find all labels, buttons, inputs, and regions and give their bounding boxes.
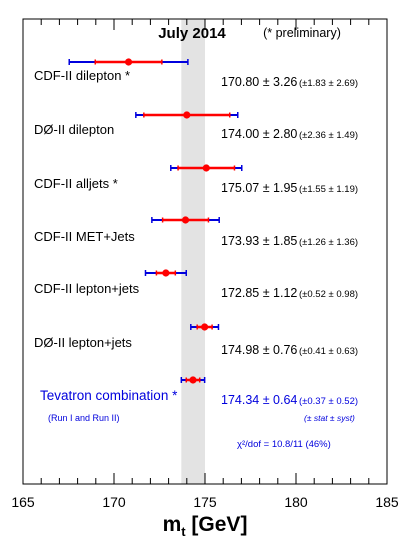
measurement-breakdown: (±1.83 ± 2.69) [299, 78, 358, 89]
x-tick-label: 175 [193, 494, 217, 510]
measurement-label: Tevatron combination * [40, 388, 178, 403]
x-axis-label: mt [GeV] [163, 513, 248, 539]
x-tick-label: 185 [375, 494, 399, 510]
measurement-value: 172.85 ± 1.12 [221, 286, 297, 300]
measurement-breakdown: (±0.37 ± 0.52) [299, 396, 358, 407]
measurement-label: DØ-II dilepton [34, 122, 114, 137]
x-tick-label: 180 [284, 494, 308, 510]
central-value-point [124, 58, 133, 66]
measurement-row: CDF-II alljets * 175.07 ± 1.95 (±1.55 ± 1.… [34, 164, 358, 195]
chart-title: July 2014 [158, 25, 226, 42]
measurement-label: CDF-II lepton+jets [34, 281, 140, 296]
central-value-point [181, 216, 190, 224]
measurement-label: DØ-II lepton+jets [34, 335, 132, 350]
x-axis-tick-labels: 165 170 175 180 185 [11, 494, 399, 510]
measurement-label: CDF-II dilepton * [34, 68, 130, 83]
measurement-breakdown: (±0.52 ± 0.98) [299, 289, 358, 300]
measurement-breakdown: (±0.41 ± 0.63) [299, 346, 358, 357]
central-value-point [189, 376, 197, 384]
measurement-row: CDF-II dilepton * 170.80 ± 3.26 (±1.83 ± 2… [34, 58, 358, 89]
measurement-label: CDF-II alljets * [34, 176, 118, 191]
measurement-value: 173.93 ± 1.85 [221, 234, 297, 248]
measurement-value: 174.00 ± 2.80 [221, 127, 297, 141]
measurement-row: DØ-II lepton+jets 174.98 ± 0.76 (±0.41 ± 0… [34, 323, 358, 357]
stat-syst-legend: (± stat ± syst) [304, 413, 355, 423]
measurement-row: DØ-II dilepton 174.00 ± 2.80 (±2.36 ± 1.49… [34, 111, 358, 141]
measurement-row: CDF-II lepton+jets 172.85 ± 1.12 (±0.52 ± … [34, 269, 358, 300]
measurement-breakdown: (±1.55 ± 1.19) [299, 184, 358, 195]
measurement-label: CDF-II MET+Jets [34, 229, 135, 244]
chi2-text: χ²/dof = 10.8/11 (46%) [237, 439, 331, 450]
world-average-band [181, 19, 205, 484]
central-value-point [201, 323, 209, 331]
preliminary-note: (* preliminary) [263, 26, 341, 40]
measurement-value: 175.07 ± 1.95 [221, 181, 297, 195]
measurement-value: 170.80 ± 3.26 [221, 75, 297, 89]
measurement-row: Tevatron combination * 174.34 ± 0.64 (±0.3… [40, 376, 358, 450]
measurement-row: CDF-II MET+Jets 173.93 ± 1.85 (±1.26 ± 1.3… [34, 216, 358, 248]
x-axis-ticks [22, 19, 388, 484]
central-value-point [162, 269, 170, 277]
central-value-point [202, 164, 210, 172]
measurement-value: 174.98 ± 0.76 [221, 343, 297, 357]
x-tick-label: 170 [102, 494, 126, 510]
measurement-value: 174.34 ± 0.64 [221, 393, 297, 407]
measurement-rows: CDF-II dilepton * 170.80 ± 3.26 (±1.83 ± 2… [34, 58, 358, 450]
measurement-breakdown: (±2.36 ± 1.49) [299, 130, 358, 141]
combination-sublabel: (Run I and Run II) [48, 413, 120, 423]
x-tick-label: 165 [11, 494, 35, 510]
measurement-breakdown: (±1.26 ± 1.36) [299, 237, 358, 248]
central-value-point [183, 111, 191, 119]
